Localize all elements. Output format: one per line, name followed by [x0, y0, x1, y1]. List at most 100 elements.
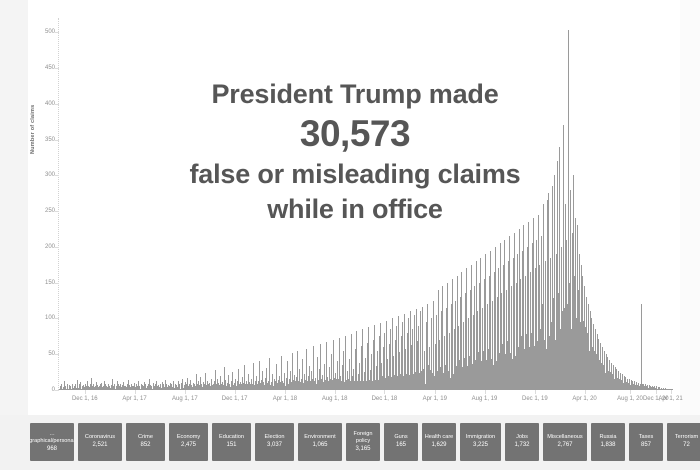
bar — [339, 380, 340, 390]
bar — [220, 385, 222, 390]
bar — [390, 329, 391, 390]
bar — [334, 380, 335, 390]
bar — [246, 383, 248, 390]
bar — [75, 387, 77, 390]
bar — [227, 385, 229, 390]
bar — [489, 250, 491, 390]
category-tile-value: 165 — [395, 442, 406, 449]
category-tile[interactable]: …graphical/personal 968 — [30, 423, 74, 461]
category-tile[interactable]: Economy 2,475 — [169, 423, 208, 461]
bar — [98, 389, 99, 390]
category-tile[interactable]: Guns 165 — [384, 423, 418, 461]
bar — [187, 377, 188, 390]
bar — [280, 355, 282, 390]
bar — [324, 380, 326, 390]
bar — [169, 389, 170, 390]
bar — [611, 362, 612, 390]
category-tile[interactable]: Russia 1,838 — [591, 423, 625, 461]
bar — [485, 254, 486, 390]
category-tile[interactable]: Environment 1,065 — [298, 423, 342, 461]
bar — [106, 389, 108, 390]
bar — [107, 383, 109, 390]
bar — [456, 275, 458, 390]
category-tile[interactable]: Taxes 857 — [629, 423, 663, 461]
bar — [180, 388, 181, 390]
bar — [490, 358, 492, 390]
bar — [256, 383, 258, 390]
bar — [620, 380, 622, 390]
bar — [149, 379, 150, 390]
bar — [175, 389, 177, 390]
category-tile[interactable]: Education 151 — [212, 423, 251, 461]
bar — [75, 383, 76, 390]
bar — [311, 371, 312, 390]
bar — [383, 379, 385, 390]
category-tile-value: 3,037 — [266, 442, 282, 449]
bar — [69, 387, 70, 390]
bar — [131, 386, 133, 390]
bar — [86, 387, 87, 390]
bar — [440, 380, 442, 390]
bar — [228, 386, 230, 390]
bar — [652, 385, 653, 390]
bar — [178, 387, 179, 390]
category-tile-label: Environment — [304, 434, 336, 441]
bar — [516, 357, 518, 390]
bar — [89, 389, 90, 390]
category-tile[interactable]: Immigration 3,225 — [460, 423, 501, 461]
bar — [213, 381, 215, 390]
bar — [479, 358, 481, 390]
bar — [557, 293, 559, 390]
bar — [387, 359, 389, 390]
bar — [225, 380, 226, 390]
bar — [603, 371, 604, 390]
bar — [657, 387, 659, 390]
bar — [110, 385, 112, 390]
bar — [454, 361, 455, 390]
category-tile[interactable]: Terrorism 72 — [667, 423, 700, 461]
x-tick-label: Dec 1, 19 — [522, 396, 548, 402]
bar — [672, 389, 673, 390]
category-tile[interactable]: Crime 852 — [126, 423, 165, 461]
bar — [346, 370, 348, 390]
bar — [551, 347, 552, 390]
bar — [369, 369, 371, 390]
bar — [140, 389, 141, 390]
x-tick-label: Dec 1, 20 — [642, 396, 669, 402]
bar — [435, 381, 437, 390]
bar — [424, 371, 425, 390]
bar — [370, 354, 372, 390]
bar — [537, 214, 539, 390]
bar — [204, 383, 205, 390]
bar — [145, 384, 146, 390]
bar — [426, 380, 428, 390]
category-tile[interactable]: Foreign policy 3,165 — [346, 423, 380, 461]
bar — [524, 352, 526, 390]
bar — [65, 389, 67, 390]
bar — [231, 385, 233, 390]
bar — [122, 387, 124, 390]
category-tile[interactable]: Miscellaneous 2,767 — [543, 423, 587, 461]
bar — [429, 347, 430, 390]
bar — [464, 373, 465, 390]
bar — [414, 314, 415, 390]
bar — [123, 382, 124, 390]
bar — [163, 384, 164, 390]
bar — [541, 304, 543, 390]
x-tick-label: Apr 1, 19 — [422, 396, 447, 402]
bar — [513, 348, 514, 390]
bar — [578, 254, 580, 390]
category-tile[interactable]: Jobs 1,732 — [505, 423, 539, 461]
bar — [179, 386, 180, 390]
bar — [659, 387, 660, 390]
right-gutter — [680, 0, 700, 415]
bar — [448, 332, 450, 390]
bar — [665, 389, 667, 390]
category-tile[interactable]: Election 3,037 — [255, 423, 294, 461]
bar — [207, 380, 208, 390]
category-tile[interactable]: Health care 1,629 — [422, 423, 456, 461]
bar — [451, 367, 452, 390]
bar — [72, 387, 73, 390]
category-tile[interactable]: Coronavirus 2,521 — [78, 423, 122, 461]
bar — [154, 387, 155, 390]
